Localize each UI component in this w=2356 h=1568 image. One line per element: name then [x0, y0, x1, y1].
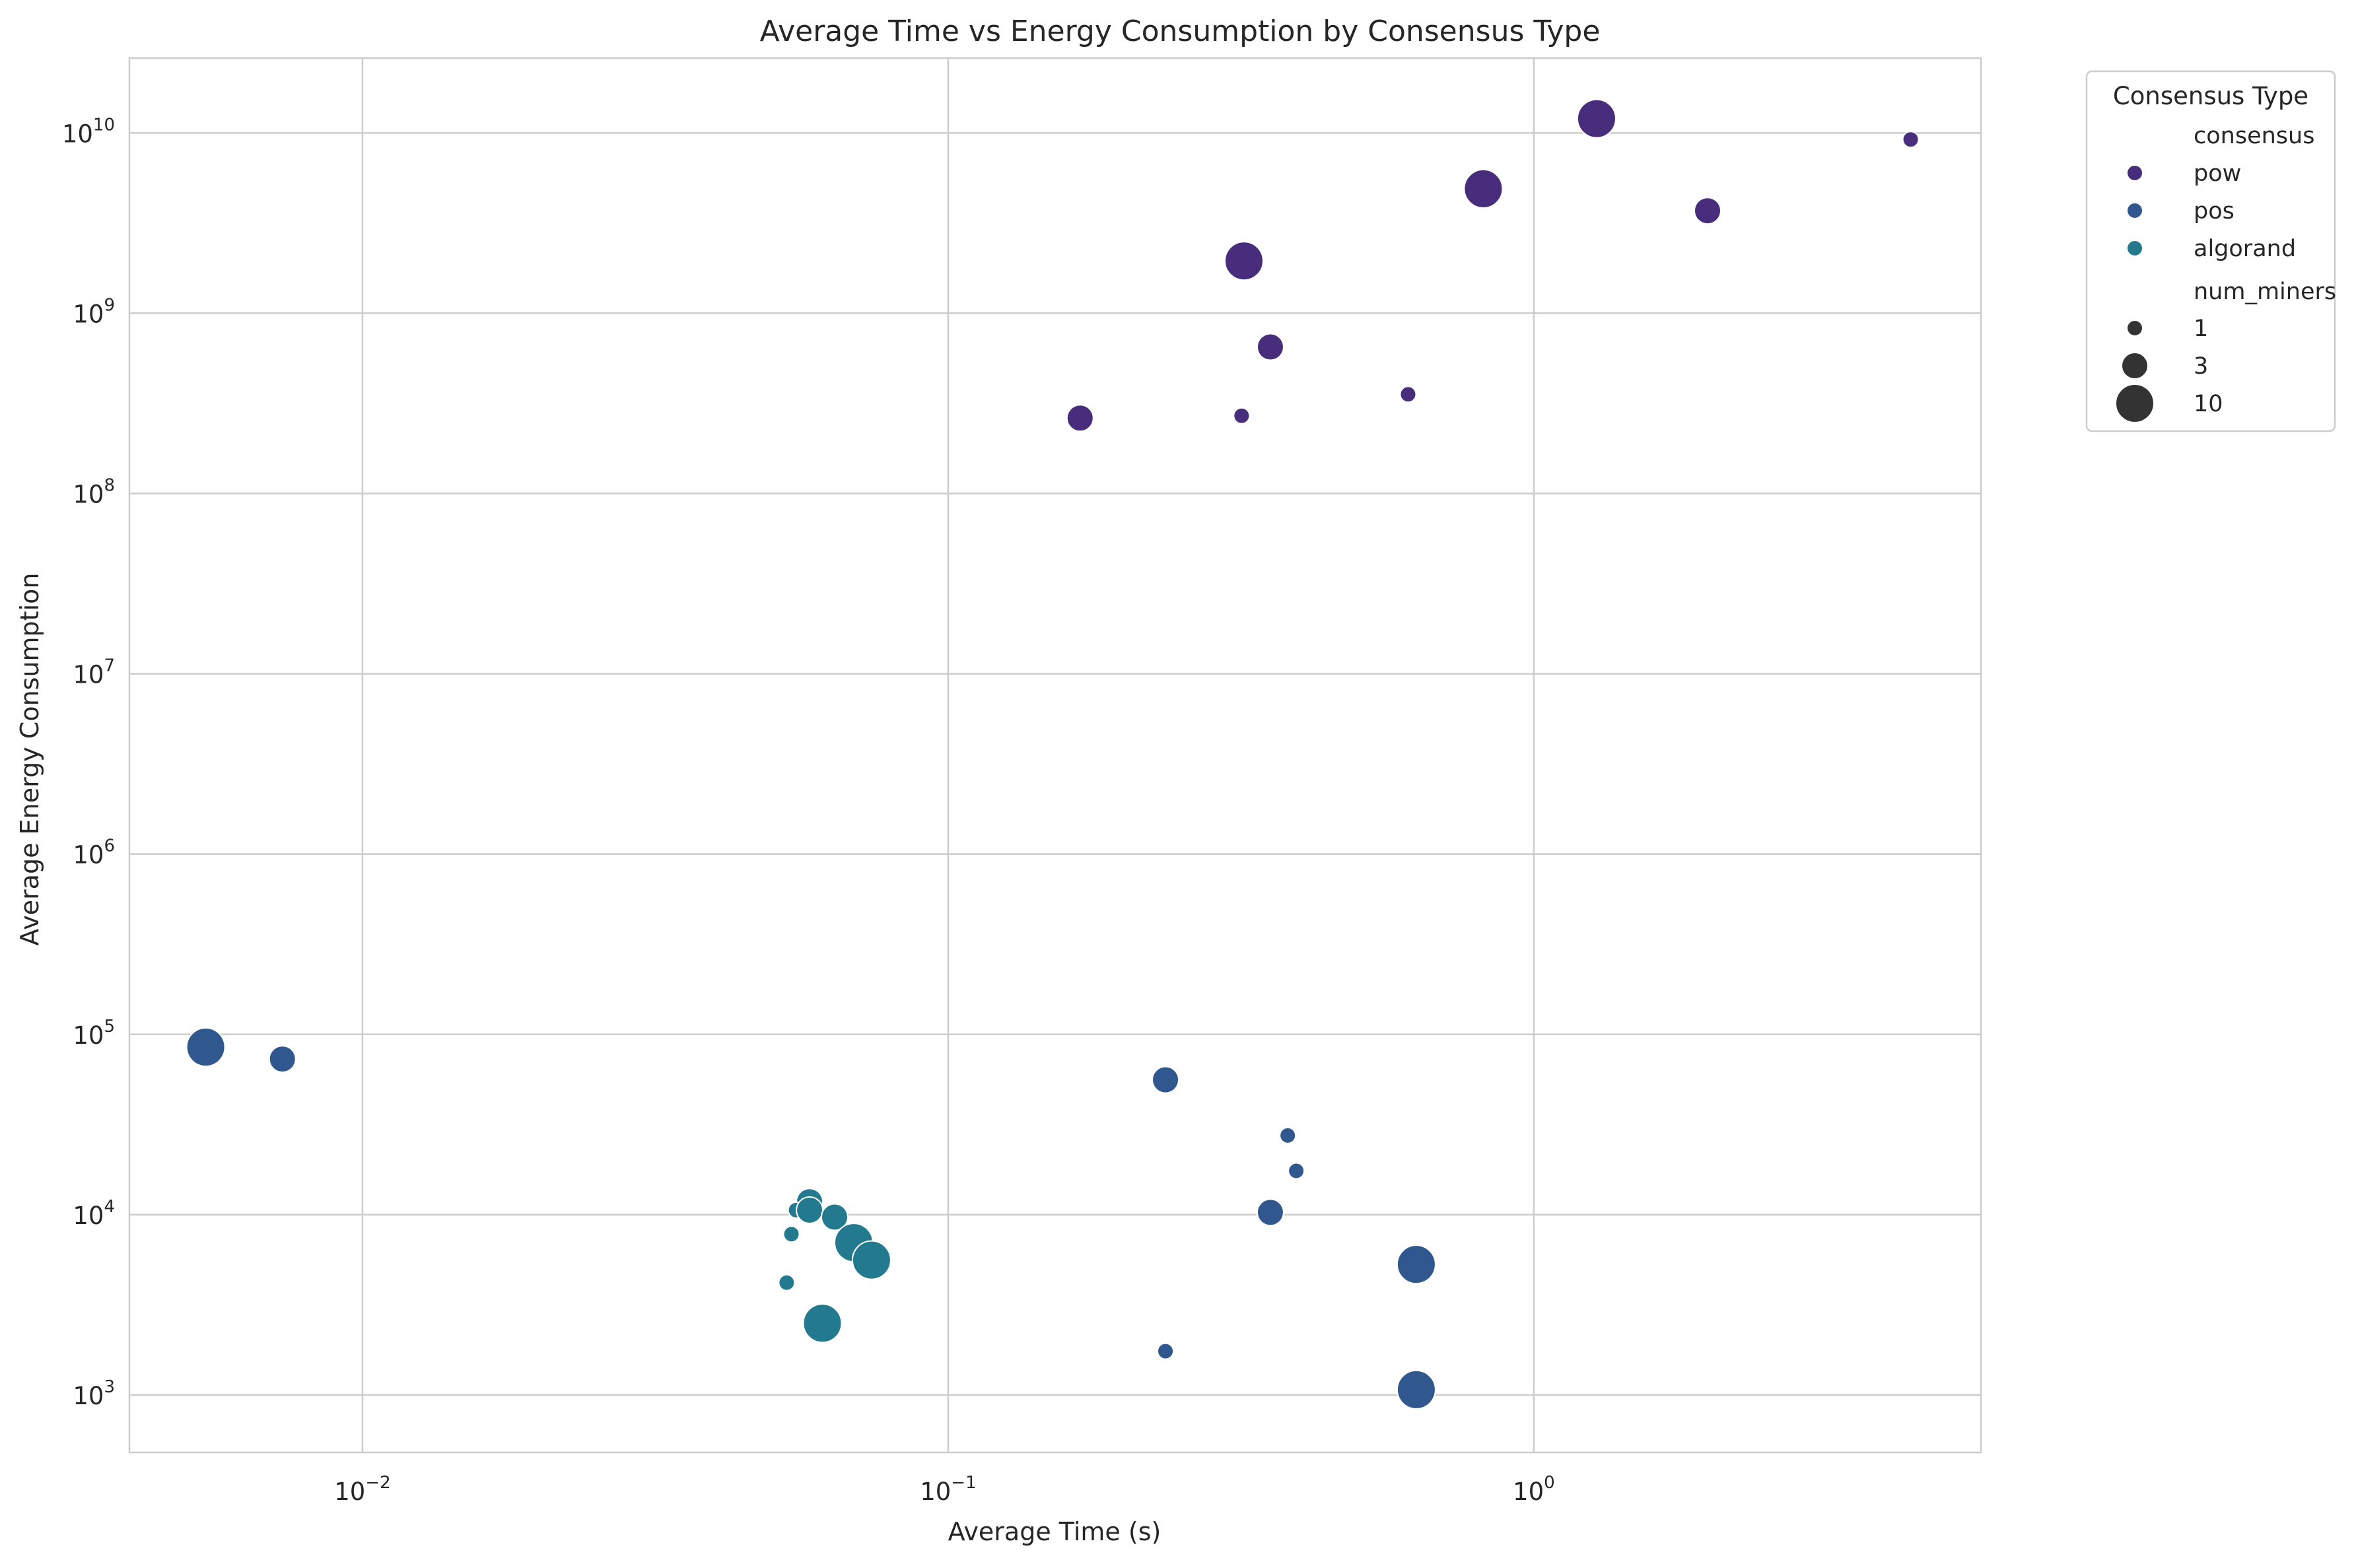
legend-label-pos: pos: [2194, 198, 2235, 224]
y-tick-label: 1010: [62, 115, 115, 148]
x-axis-label: Average Time (s): [948, 1517, 1161, 1546]
grid-lines: [129, 58, 1981, 1452]
y-tick-label: 105: [73, 1017, 115, 1050]
plot-area: [128, 57, 1982, 1454]
legend-size-title: num_miners: [2194, 279, 2336, 305]
y-tick-label: 104: [73, 1197, 115, 1230]
legend-size-label: 10: [2194, 391, 2223, 417]
legend-size-label: 1: [2194, 316, 2208, 342]
legend-marker-pow: [2126, 164, 2143, 182]
x-tick-label: 100: [1513, 1473, 1555, 1506]
data-point-algorand: [782, 1225, 800, 1243]
legend: Consensus Type consensus powposalgorand …: [2085, 70, 2336, 432]
data-point-pos: [1157, 1342, 1175, 1360]
data-point-pos: [1396, 1244, 1436, 1285]
data-point-pos: [1152, 1066, 1180, 1094]
x-tick-label: 10−1: [920, 1473, 976, 1506]
data-point-pow: [1902, 131, 1920, 149]
legend-size-marker: [2121, 352, 2149, 380]
data-point-pos: [1279, 1126, 1297, 1144]
tick-labels: 10−2 10−1 100 103 104 105 106 107 108 109 1010: [62, 115, 1555, 1506]
data-point-pow: [1233, 407, 1251, 425]
data-point-algorand: [851, 1240, 891, 1280]
y-tick-label: 109: [73, 295, 115, 328]
y-tick-label: 108: [73, 476, 115, 509]
data-point-pow: [1224, 241, 1264, 281]
y-axis-label: Average Energy Consumption: [15, 573, 44, 946]
data-point-algorand: [778, 1274, 796, 1291]
data-point-algorand: [802, 1303, 843, 1344]
data-point-pos: [1288, 1162, 1305, 1180]
data-point-pow: [1256, 333, 1284, 361]
data-point-pow: [1399, 386, 1417, 403]
data-point-pow: [1463, 168, 1504, 209]
y-tick-label: 107: [73, 656, 115, 689]
x-tick-label: 10−2: [334, 1473, 390, 1506]
data-point-pos: [186, 1027, 226, 1068]
data-point-pow: [1694, 197, 1722, 225]
legend-title: Consensus Type: [2113, 82, 2308, 110]
y-tick-label: 103: [73, 1377, 115, 1410]
legend-frame: [2085, 70, 2336, 432]
data-point-pos: [268, 1045, 296, 1074]
legend-size-label: 3: [2194, 353, 2208, 380]
legend-marker-algorand: [2126, 240, 2143, 257]
data-points: [186, 98, 1920, 1410]
data-point-pow: [1576, 98, 1616, 139]
data-point-pow: [1066, 404, 1094, 432]
legend-marker-pos: [2126, 202, 2143, 219]
legend-label-algorand: algorand: [2194, 236, 2296, 262]
data-point-algorand: [796, 1196, 824, 1224]
data-point-pos: [1396, 1369, 1436, 1410]
legend-hue-title: consensus: [2194, 123, 2314, 149]
data-point-pos: [1256, 1198, 1284, 1227]
legend-size-marker: [2115, 384, 2155, 423]
legend-size-marker: [2126, 320, 2143, 337]
data-point-algorand: [821, 1203, 849, 1231]
y-tick-label: 106: [73, 836, 115, 869]
chart-title: Average Time vs Energy Consumption by Co…: [760, 15, 1601, 48]
legend-label-pow: pow: [2194, 160, 2241, 187]
